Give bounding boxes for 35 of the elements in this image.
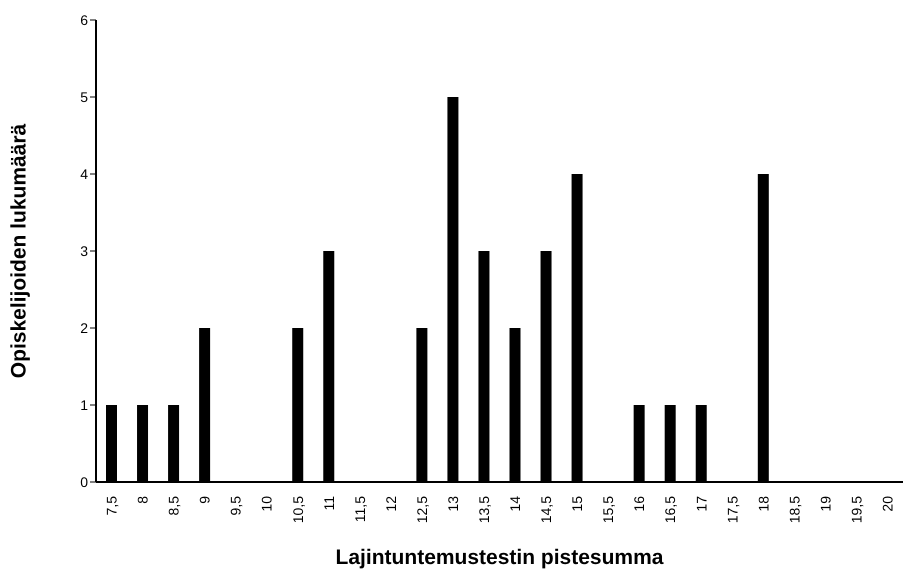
x-tick-label: 14	[507, 496, 524, 512]
x-tick-label: 17	[693, 496, 710, 512]
x-tick-label: 13	[444, 496, 461, 512]
x-tick-label: 10,5	[290, 496, 306, 524]
x-tick-label: 18,5	[786, 496, 802, 524]
x-tick-label: 12,5	[414, 496, 430, 524]
y-axis-title: Opiskelijoiden lukumäärä	[7, 123, 30, 378]
x-tick-label: 15,5	[600, 496, 616, 524]
y-tick-label: 4	[80, 166, 88, 182]
x-tick-label: 19,5	[848, 496, 864, 524]
x-tick-label: 19	[817, 496, 834, 512]
y-tick-label: 0	[80, 474, 88, 490]
x-tick-label: 20	[879, 496, 896, 512]
x-tick-label: 9	[196, 496, 213, 504]
x-tick-label: 11,5	[352, 496, 368, 522]
x-tick-label: 7,5	[104, 496, 120, 516]
x-axis-title: Lajintuntemustestin pistesumma	[336, 546, 664, 569]
x-tick-label: 11	[320, 496, 337, 511]
x-tick-label: 17,5	[724, 496, 740, 524]
x-tick-label: 18	[755, 496, 772, 512]
x-tick-label: 14,5	[538, 496, 554, 524]
y-tick-label: 6	[80, 12, 88, 28]
x-tick-label: 8	[134, 496, 151, 504]
x-tick-label: 8,5	[166, 496, 182, 516]
x-tick-label: 12	[382, 496, 399, 512]
x-tick-label: 9,5	[228, 496, 244, 516]
y-tick-label: 2	[80, 320, 88, 336]
y-tick-label: 5	[80, 88, 88, 105]
x-tick-label: 10	[258, 496, 275, 512]
x-tick-label: 16,5	[662, 496, 678, 524]
y-tick-label: 3	[80, 242, 88, 259]
x-tick-label: 16	[631, 496, 648, 512]
x-tick-label: 13,5	[476, 496, 492, 524]
x-tick-label: 15	[569, 496, 586, 512]
y-tick-label: 1	[80, 396, 88, 413]
